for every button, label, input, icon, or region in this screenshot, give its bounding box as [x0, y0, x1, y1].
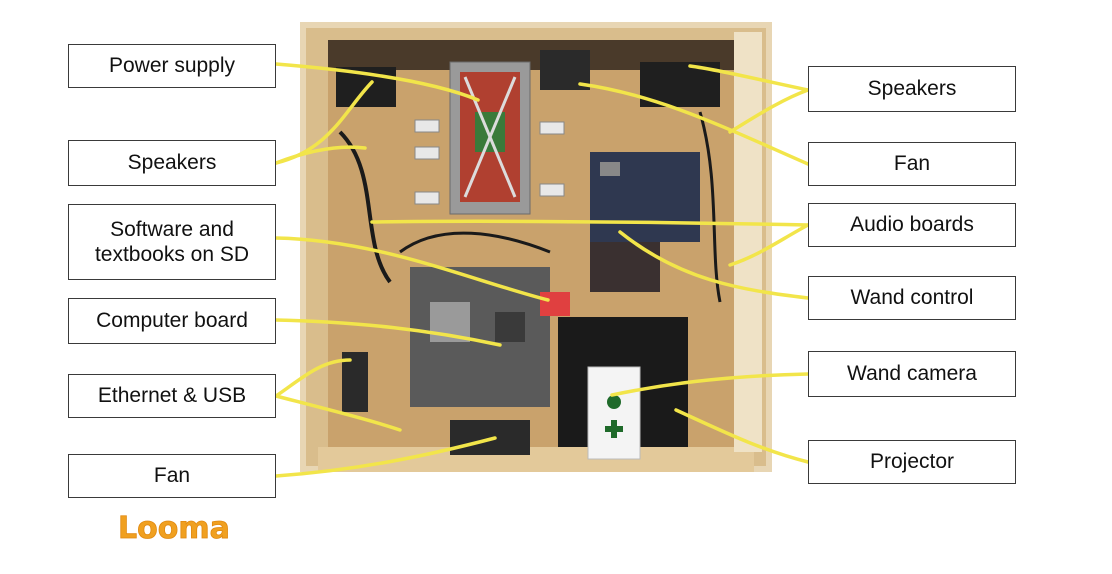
label-fan-right: Fan — [808, 142, 1016, 186]
label-ethernet-usb: Ethernet & USB — [68, 374, 276, 418]
top-fan — [540, 50, 590, 90]
label-fan-left: Fan — [68, 454, 276, 498]
label-software-sd: Software and textbooks on SD — [68, 204, 276, 280]
label-audio-boards: Audio boards — [808, 203, 1016, 247]
right-speaker — [640, 62, 720, 107]
svg-text:Looma: Looma — [118, 511, 230, 546]
bottom-fan — [450, 420, 530, 455]
label-wand-control: Wand control — [808, 276, 1016, 320]
label-speakers-right: Speakers — [808, 66, 1016, 112]
looma-logo: Looma — [118, 511, 231, 547]
label-power-supply: Power supply — [68, 44, 276, 88]
looma-box-photo — [300, 22, 772, 472]
label-wand-camera: Wand camera — [808, 351, 1016, 397]
wand-camera-card — [587, 366, 641, 460]
power-supply-unit — [449, 61, 531, 215]
label-computer-board: Computer board — [68, 298, 276, 344]
left-speaker — [336, 67, 396, 107]
label-projector: Projector — [808, 440, 1016, 484]
label-speakers-left: Speakers — [68, 140, 276, 186]
